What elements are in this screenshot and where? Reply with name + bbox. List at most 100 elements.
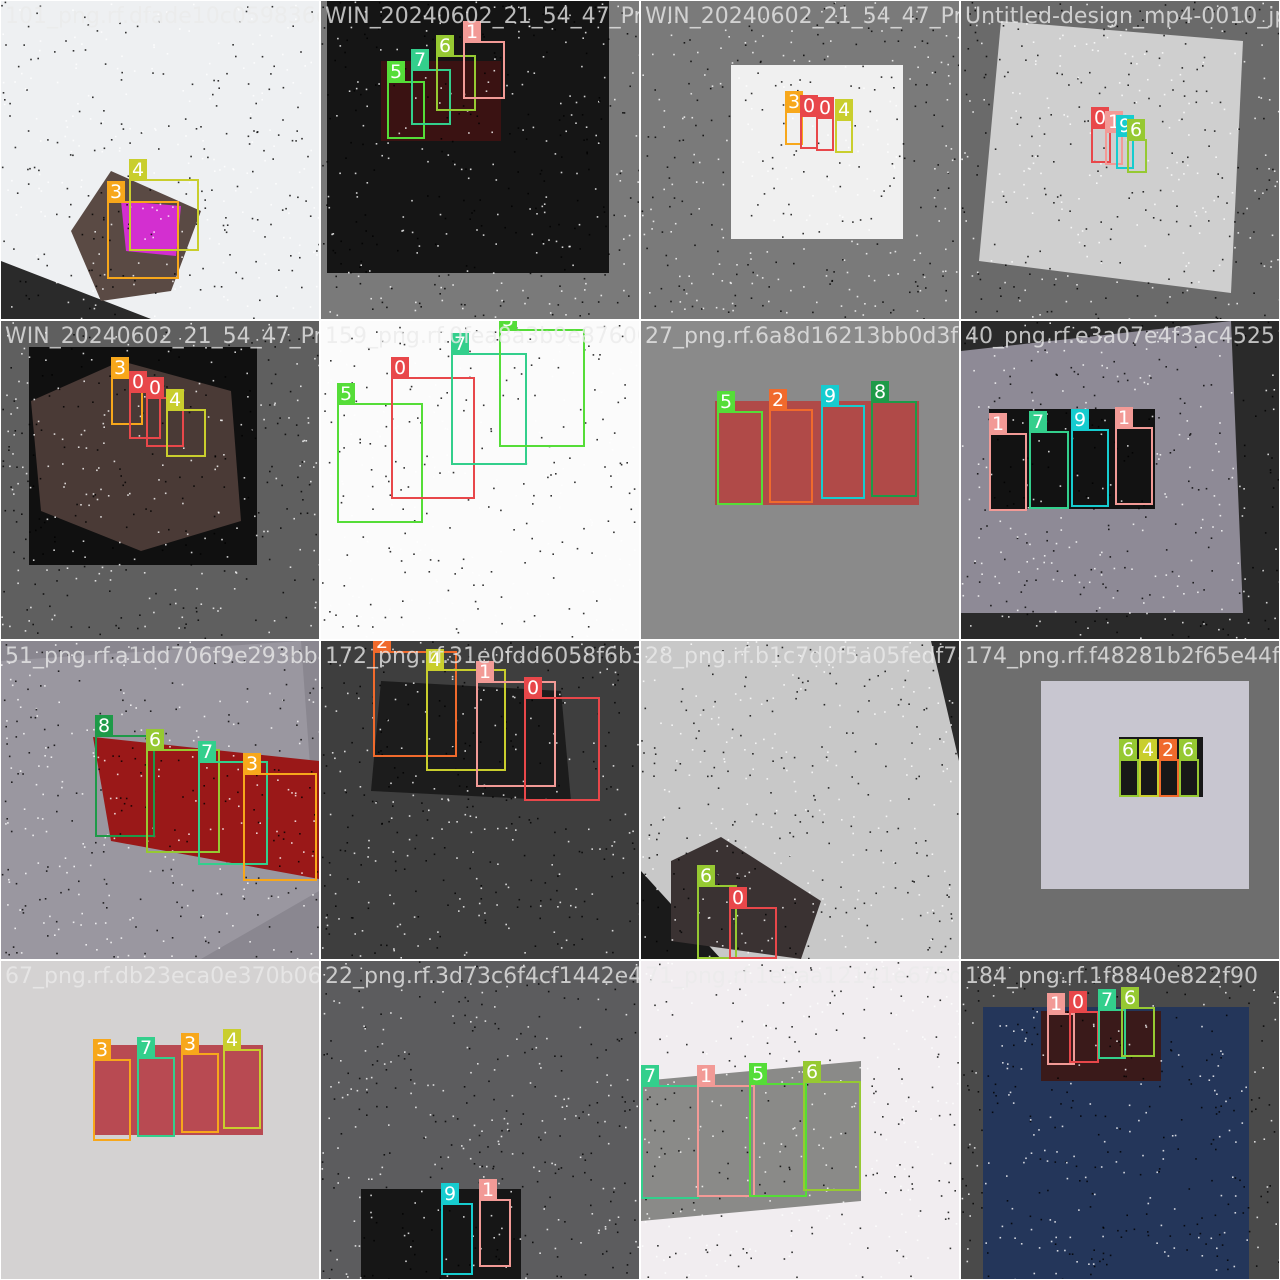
detection-box: 1 [989,413,1027,511]
detection-box: 3 [181,1033,219,1133]
detection-box: 6 [146,729,220,853]
detection-label: 0 [800,95,818,117]
detection-label: 0 [391,357,409,379]
detection-label: 9 [441,1183,459,1205]
detection-label: 2 [1159,739,1177,761]
detection-label: 7 [198,741,216,763]
detection-box: 1 [479,1179,511,1267]
detection-box: 2 [1159,739,1179,797]
detection-label: 9 [1071,409,1089,431]
image-tile: 159_png.rf.0fea8a3b9e8760061a8d7f1e069a0… [321,321,639,639]
image-tile: 184_png.rf.1f8840e822f90 1 0 7 6 [961,961,1279,1279]
detection-box: 7 [1098,989,1126,1059]
detection-label: 3 [107,181,125,203]
detection-box: 6 [1119,739,1139,797]
detection-label: 6 [1121,987,1139,1009]
detection-box: 0 [816,97,834,151]
detection-label: 0 [524,677,542,699]
detection-label: 3 [93,1039,111,1061]
detection-label: 5 [387,61,405,83]
detection-box: 0 [729,887,777,959]
image-tile: 174_png.rf.f48281b2f65e44fa 6 4 2 6 [961,641,1279,959]
detection-box: 6 [1127,119,1147,173]
detection-label: 1 [697,1065,715,1087]
tile-photo [961,1,1279,319]
detection-box: 4 [223,1029,261,1129]
image-tile: WIN_20240602_21_54_47_Pro_mp4-0007_jpg 3… [1,321,319,639]
detection-label: 8 [95,715,113,737]
detection-label: 4 [835,99,853,121]
detection-box: 4 [166,389,206,457]
detection-box: 5 [749,1063,807,1197]
detection-label: 4 [166,389,184,411]
detection-box: 0 [524,677,600,801]
detection-box: 3 [111,357,143,425]
detection-label: 1 [1115,407,1133,429]
detection-label: 7 [641,1065,659,1087]
detection-label: 9 [821,385,839,407]
detection-box: 3 [785,91,803,145]
detection-label: 6 [1127,119,1145,141]
detection-label: 7 [137,1037,155,1059]
detection-label: 4 [223,1029,241,1051]
detection-label: 6 [436,35,454,57]
detection-label: 1 [1047,993,1065,1015]
detection-box: 0 [391,357,475,499]
detection-label: 4 [1139,739,1157,761]
detection-box: 0 [129,371,161,439]
tile-photo [961,641,1279,959]
tile-photo [321,1,639,319]
image-tile: 51_png.rf.a1dd706f9e293bb4b2 8 6 7 3 [1,641,319,959]
detection-box: 1 [476,661,556,787]
detection-box: 7 [451,333,527,465]
detection-box: 3 [107,181,179,279]
detection-box: 7 [137,1037,175,1137]
detection-box: 8 [95,715,155,837]
detection-label: 4 [129,159,147,181]
detection-box: 8 [871,381,917,497]
image-tile: 28_png.rf.b1c7d0f5a05fedf7874b 6 0 [641,641,959,959]
detection-label: 3 [111,357,129,379]
image-tile: WIN_20240602_21_54_47_Pro_mp4-0002_jpg 5… [321,1,639,319]
detection-box: 5 [717,391,763,505]
detection-label: 3 [785,91,803,113]
detection-box: 0 [146,377,184,447]
detection-box: 6 [803,1061,861,1191]
image-tile: 172_png.rf.31e0fdd6058f6b3a7c2a 2 4 1 0 [321,641,639,959]
detection-label: 8 [871,381,889,403]
detection-label: 5 [717,391,735,413]
detection-box: 9 [441,1183,473,1275]
detection-label: 7 [451,333,469,355]
detection-label: 4 [426,649,444,671]
detection-label: 2 [373,641,391,653]
detection-box: 0 [1069,991,1099,1063]
detection-label: 1 [463,21,481,43]
detection-label: 5 [749,1063,767,1085]
detection-box: 7 [641,1065,699,1199]
detection-label: 0 [729,887,747,909]
image-tile: 22_png.rf.3d73c6f4cf1442e4 9 1 [321,961,639,1279]
detection-label: 1 [989,413,1007,435]
detection-box: 1 [697,1065,755,1197]
detection-box: 1 [463,21,505,99]
image-tile: Untitled-design_mp4-0010_jpg 0 1 9 6 [961,1,1279,319]
detection-label: 0 [146,377,164,399]
detection-box: 5 [499,321,585,447]
tile-photo [1,1,319,319]
detection-label: 6 [1119,739,1137,761]
tile-photo [1,321,319,639]
detection-box: 0 [1091,107,1111,163]
detection-box: 6 [436,35,476,111]
detection-label: 6 [697,865,715,887]
detection-label: 7 [1029,411,1047,433]
detection-box: 9 [821,385,865,499]
detection-box: 4 [1139,739,1159,797]
detection-label: 0 [1091,107,1109,129]
detection-label: 5 [337,383,355,405]
detection-label: 1 [479,1179,497,1201]
detection-label: 0 [129,371,147,393]
detection-box: 4 [835,99,853,153]
tile-photo [641,641,959,959]
detection-label: 0 [816,97,834,119]
